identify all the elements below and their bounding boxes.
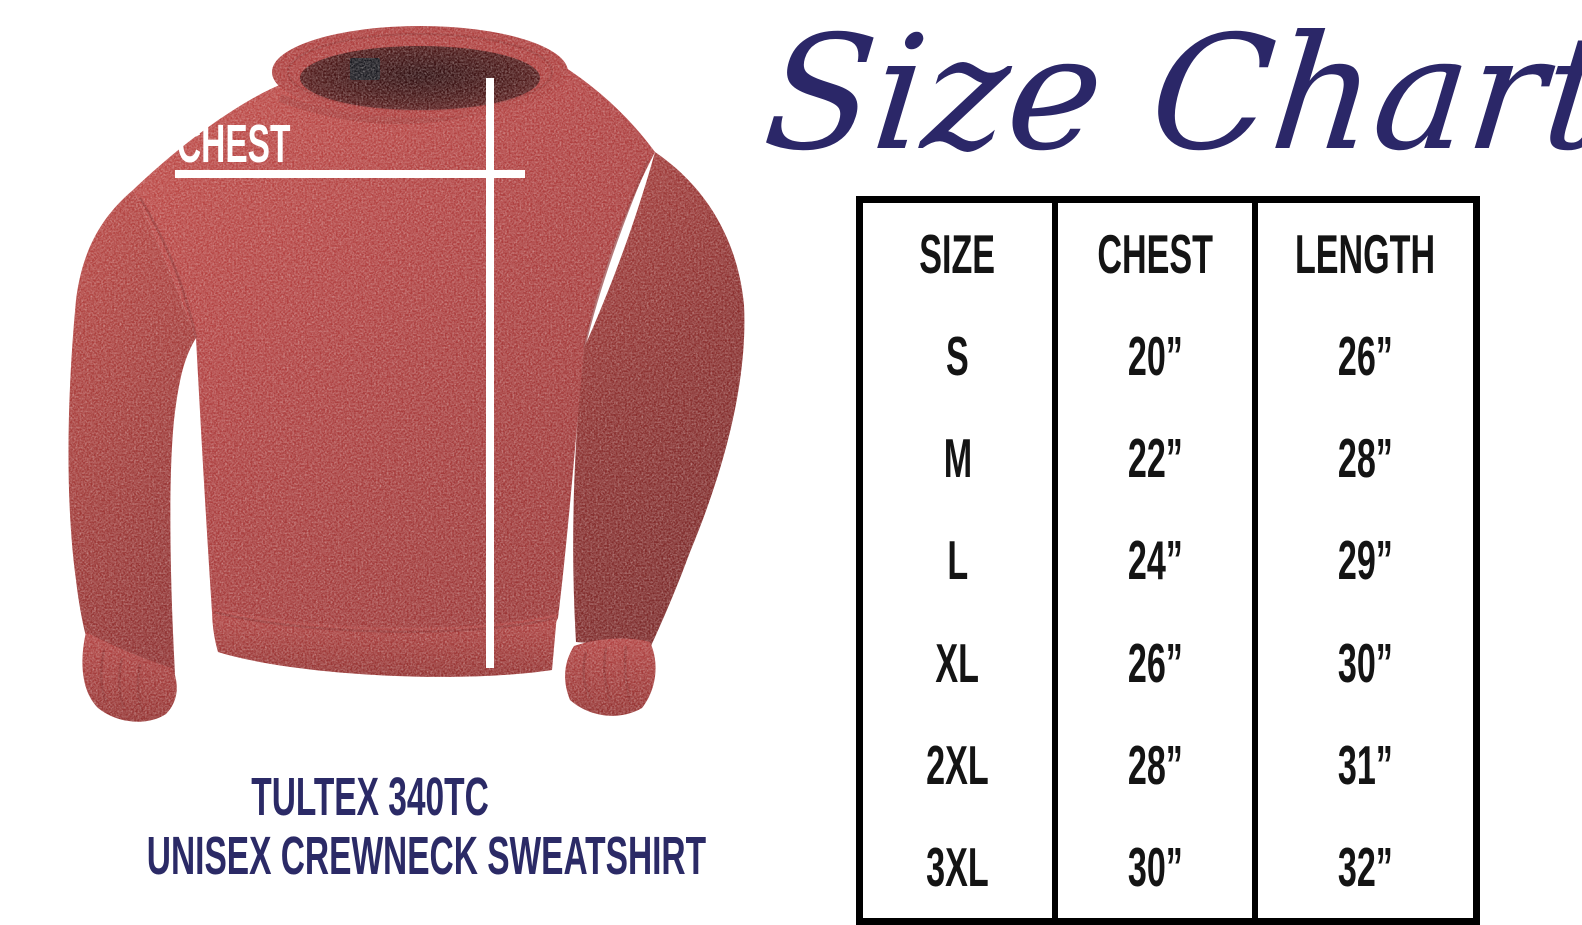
size-chart-title: Size Chart xyxy=(756,2,1582,186)
sweatshirt-photo xyxy=(68,26,745,722)
cell-value: 29” xyxy=(1338,529,1393,592)
size-table-cell: 32” xyxy=(1258,816,1473,918)
cell-value: 24” xyxy=(1127,529,1183,592)
cell-value: 2XL xyxy=(926,733,989,796)
size-table-header-chest: CHEST xyxy=(1052,203,1258,306)
size-table-cell: 22” xyxy=(1052,407,1258,510)
size-table-header-length: LENGTH xyxy=(1258,203,1473,305)
cell-value: 30” xyxy=(1127,835,1183,898)
heather-texture xyxy=(68,26,745,722)
product-caption-line2: UNISEX CREWNECK SWEATSHIRT xyxy=(146,826,707,886)
chest-measure-line xyxy=(175,170,525,178)
sweatshirt-shapes xyxy=(68,26,745,722)
size-table-cell: 20” xyxy=(1052,305,1258,408)
size-table-cell: 28” xyxy=(1052,713,1258,816)
size-table-cell: 30” xyxy=(1052,815,1258,918)
size-table: SIZE CHEST LENGTH S 20” 26” M 22” 28” L … xyxy=(856,196,1480,925)
size-table-header-size: SIZE xyxy=(863,203,1052,305)
size-table-cell: XL xyxy=(863,612,1052,714)
cell-value: 28” xyxy=(1127,733,1183,796)
size-table-cell: M xyxy=(863,407,1052,509)
cell-value: 3XL xyxy=(926,835,989,898)
cell-value: 30” xyxy=(1338,631,1393,694)
cell-value: 32” xyxy=(1338,835,1393,898)
cell-value: 31” xyxy=(1338,733,1393,796)
size-table-cell: 2XL xyxy=(863,714,1052,816)
length-label: LENGTH xyxy=(55,0,115,108)
cell-value: 28” xyxy=(1338,427,1393,490)
size-table-cell: 26” xyxy=(1258,305,1473,407)
size-table-cell: 24” xyxy=(1052,509,1258,612)
length-measure-line xyxy=(486,78,494,668)
cell-value: L xyxy=(947,529,968,592)
cell-value: S xyxy=(946,325,969,388)
size-table-cell: 28” xyxy=(1258,407,1473,509)
chest-label: CHEST xyxy=(177,114,291,174)
size-table-cell: 31” xyxy=(1258,714,1473,816)
cell-value: 22” xyxy=(1127,427,1183,490)
size-table-cell: S xyxy=(863,305,1052,407)
product-caption: TULTEX 340TC UNISEX CREWNECK SWEATSHIRT xyxy=(10,768,730,886)
cell-value: 26” xyxy=(1338,325,1393,388)
cell-value: 20” xyxy=(1127,325,1183,388)
cell-value: XL xyxy=(935,631,980,694)
product-caption-line1: TULTEX 340TC xyxy=(251,767,489,827)
size-table-cell: L xyxy=(863,509,1052,611)
cell-value: 26” xyxy=(1127,631,1183,694)
header-label: LENGTH xyxy=(1295,223,1436,286)
header-label: SIZE xyxy=(919,223,996,286)
header-label: CHEST xyxy=(1097,223,1213,286)
size-table-cell: 26” xyxy=(1052,611,1258,714)
size-table-cell: 3XL xyxy=(863,816,1052,918)
size-table-cell: 29” xyxy=(1258,509,1473,611)
length-label-wrapper: LENGTH xyxy=(55,0,115,108)
size-table-cell: 30” xyxy=(1258,612,1473,714)
cell-value: M xyxy=(943,427,972,490)
